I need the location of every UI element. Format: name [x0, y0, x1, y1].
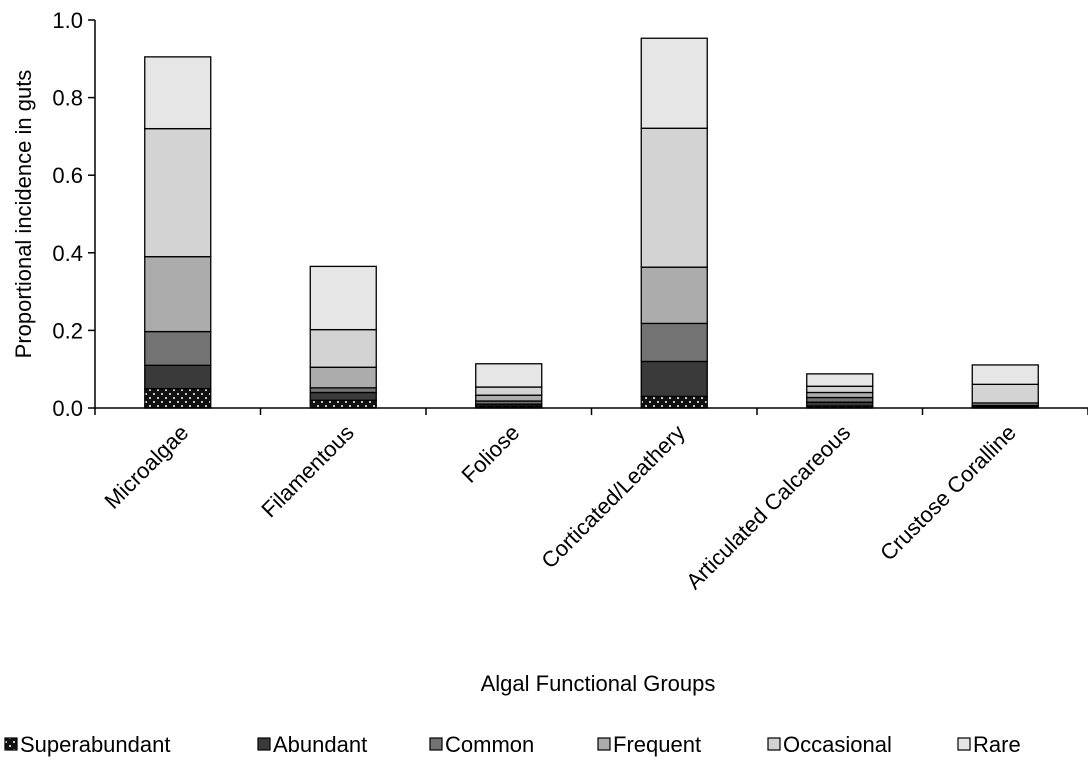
bar-segment-occasional-corticated-leathery: [640, 127, 708, 268]
bar-segment-abundant-filamentous: [309, 391, 377, 401]
bar-segment-occasional-crustose-coralline: [971, 383, 1039, 404]
bar-segment-common-articulated-calcareous: [806, 396, 874, 403]
bar-segment-frequent-articulated-calcareous: [806, 391, 874, 399]
y-tick-label: 0.6: [52, 163, 83, 188]
y-tick-label: 0.8: [52, 86, 83, 111]
bar-segment-superabundant-microalgae: [144, 387, 212, 409]
category-label: Crustose Coralline: [875, 420, 1021, 566]
bar-segment-rare-filamentous: [309, 265, 377, 331]
bar-segment-abundant-microalgae: [144, 364, 212, 390]
y-tick-label: 0.0: [52, 396, 83, 421]
bar-segment-occasional-microalgae: [144, 127, 212, 258]
y-tick-label: 1.0: [52, 8, 83, 33]
y-tick-label: 0.4: [52, 241, 83, 266]
legend-swatch: [957, 737, 971, 751]
bar-segment-occasional-articulated-calcareous: [806, 385, 874, 394]
y-ticks-group: 0.0 0.2 0.4 0.6 0.8 1.0: [52, 8, 95, 421]
bar-segment-superabundant-corticated-leathery: [640, 395, 708, 409]
legend-swatch: [4, 737, 18, 751]
bar-segment-frequent-foliose: [475, 394, 543, 402]
legend-label: Common: [445, 732, 534, 757]
category-label: Microalgae: [100, 420, 194, 514]
bar-segment-common-corticated-leathery: [640, 322, 708, 363]
legend-swatch: [767, 737, 781, 751]
category-label: Corticated/Leathery: [536, 420, 689, 573]
bar-segment-occasional-filamentous: [309, 328, 377, 368]
bar-segment-common-microalgae: [144, 330, 212, 366]
category-label: Articulated Calcareous: [681, 420, 855, 594]
x-axis-title: Algal Functional Groups: [481, 671, 716, 696]
category-labels-group: Microalgae Filamentous Foliose Corticated/L…: [100, 420, 1021, 594]
category-label: Filamentous: [256, 420, 358, 522]
bar-segment-frequent-filamentous: [309, 366, 377, 389]
y-tick-label: 0.2: [52, 318, 83, 343]
legend-swatch: [429, 737, 443, 751]
legend-label: Rare: [973, 732, 1021, 757]
legend-label: Abundant: [273, 732, 367, 757]
bars-group: [144, 37, 1039, 409]
bar-segment-occasional-foliose: [475, 386, 543, 396]
bar-segment-rare-corticated-leathery: [640, 37, 708, 129]
bar-segment-frequent-corticated-leathery: [640, 266, 708, 325]
legend: Superabundant Abundant Common Frequent Occas…: [4, 732, 1021, 757]
bar-segment-rare-microalgae: [144, 56, 212, 130]
bar-segment-frequent-microalgae: [144, 256, 212, 333]
bar-segment-rare-articulated-calcareous: [806, 373, 874, 387]
legend-swatch: [597, 737, 611, 751]
bar-segment-superabundant-filamentous: [309, 399, 377, 409]
legend-label: Superabundant: [20, 732, 170, 757]
bar-segment-rare-foliose: [475, 363, 543, 388]
bar-segment-abundant-corticated-leathery: [640, 360, 708, 398]
legend-label: Occasional: [783, 732, 892, 757]
bar-segment-rare-crustose-coralline: [971, 364, 1039, 385]
legend-label: Frequent: [613, 732, 701, 757]
x-ticks-group: [94, 408, 1088, 415]
category-label: Foliose: [456, 420, 524, 488]
legend-swatch: [257, 737, 271, 751]
y-axis-title: Proportional incidence in guts: [11, 70, 36, 359]
bar-segment-common-filamentous: [309, 387, 377, 394]
